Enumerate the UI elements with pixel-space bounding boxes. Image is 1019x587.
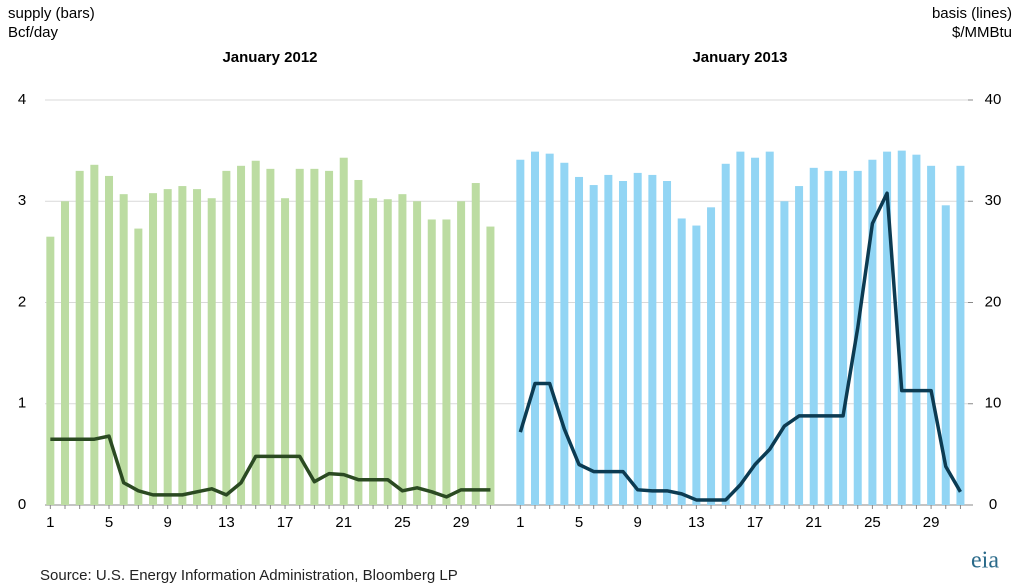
- bar: [486, 226, 495, 505]
- bar: [105, 175, 114, 505]
- y2-tick-label: 30: [985, 192, 1002, 209]
- bar: [677, 218, 686, 505]
- x-tick-label: 29: [923, 514, 940, 531]
- bar: [398, 194, 407, 505]
- x-tick-label: 29: [453, 514, 470, 531]
- y-axis-label: supply (bars): [8, 5, 95, 22]
- y-tick-label: 4: [18, 91, 26, 108]
- bar: [795, 186, 804, 505]
- x-tick-label: 13: [688, 514, 705, 531]
- bar: [75, 170, 84, 505]
- bar: [560, 162, 569, 505]
- bar: [809, 167, 818, 505]
- bar: [325, 170, 334, 505]
- bar: [442, 219, 451, 505]
- bar: [339, 157, 348, 505]
- bar: [193, 189, 202, 505]
- bar: [163, 189, 172, 505]
- y2-tick-label: 10: [985, 395, 1002, 412]
- x-tick-label: 21: [805, 514, 822, 531]
- bar: [897, 150, 906, 505]
- bar: [471, 183, 480, 505]
- y-tick-label: 2: [18, 293, 26, 310]
- y2-tick-label: 0: [989, 496, 997, 513]
- bar: [354, 179, 363, 506]
- bar: [178, 186, 187, 505]
- bar: [237, 165, 246, 505]
- x-tick-label: 1: [46, 514, 54, 531]
- bar: [956, 165, 965, 505]
- bar: [222, 170, 231, 505]
- bar: [648, 174, 657, 506]
- x-tick-label: 17: [747, 514, 764, 531]
- bar: [281, 198, 290, 505]
- bar: [780, 201, 789, 505]
- bar: [927, 165, 936, 505]
- line: [50, 434, 491, 499]
- y2-tick-label: 40: [985, 91, 1002, 108]
- bar: [912, 154, 921, 506]
- bar: [883, 151, 892, 505]
- bar: [663, 181, 672, 505]
- x-tick-label: 9: [634, 514, 642, 531]
- y-axis-unit: Bcf/day: [8, 24, 59, 41]
- logo: eia: [971, 548, 999, 574]
- bar: [207, 198, 216, 505]
- line: [518, 191, 962, 502]
- x-tick-label: 17: [277, 514, 294, 531]
- bar: [383, 199, 392, 505]
- bar: [751, 157, 760, 505]
- bar: [633, 172, 642, 505]
- bar: [868, 159, 877, 506]
- bar: [707, 207, 716, 505]
- x-tick-label: 1: [516, 514, 524, 531]
- bar: [266, 168, 275, 505]
- bar: [545, 153, 554, 505]
- y-tick-label: 1: [18, 395, 26, 412]
- y2-axis-unit: $/MMBtu: [952, 24, 1012, 41]
- bar: [134, 228, 143, 505]
- bar: [531, 151, 540, 505]
- x-tick-label: 5: [575, 514, 583, 531]
- x-tick-label: 5: [105, 514, 113, 531]
- bar: [941, 205, 950, 506]
- bar: [413, 201, 422, 505]
- bar: [90, 164, 99, 506]
- bar: [824, 170, 833, 505]
- bar: [46, 236, 55, 505]
- bar: [765, 151, 774, 505]
- y-tick-label: 3: [18, 192, 26, 209]
- bar: [295, 168, 304, 505]
- y2-axis-label: basis (lines): [932, 5, 1012, 22]
- bar: [575, 176, 584, 505]
- bar: [589, 185, 598, 506]
- bar: [427, 219, 436, 505]
- x-tick-label: 21: [335, 514, 352, 531]
- bar: [619, 181, 628, 505]
- x-tick-label: 25: [864, 514, 881, 531]
- bar: [149, 193, 158, 505]
- y2-tick-label: 20: [985, 293, 1002, 310]
- y-tick-label: 0: [18, 496, 26, 513]
- bar: [516, 159, 525, 506]
- bar: [310, 168, 319, 505]
- source: Source: U.S. Energy Information Administ…: [40, 567, 458, 584]
- bar: [457, 201, 466, 505]
- bar: [839, 170, 848, 505]
- bar: [61, 201, 70, 505]
- bar: [721, 163, 730, 505]
- panel-title: January 2013: [692, 49, 787, 66]
- x-tick-label: 25: [394, 514, 411, 531]
- bar: [119, 194, 128, 505]
- bar: [251, 160, 260, 505]
- bar: [369, 198, 378, 505]
- bar: [692, 225, 701, 506]
- bar: [604, 174, 613, 506]
- bar: [736, 151, 745, 505]
- x-tick-label: 9: [164, 514, 172, 531]
- x-tick-label: 13: [218, 514, 235, 531]
- panel-title: January 2012: [222, 49, 317, 66]
